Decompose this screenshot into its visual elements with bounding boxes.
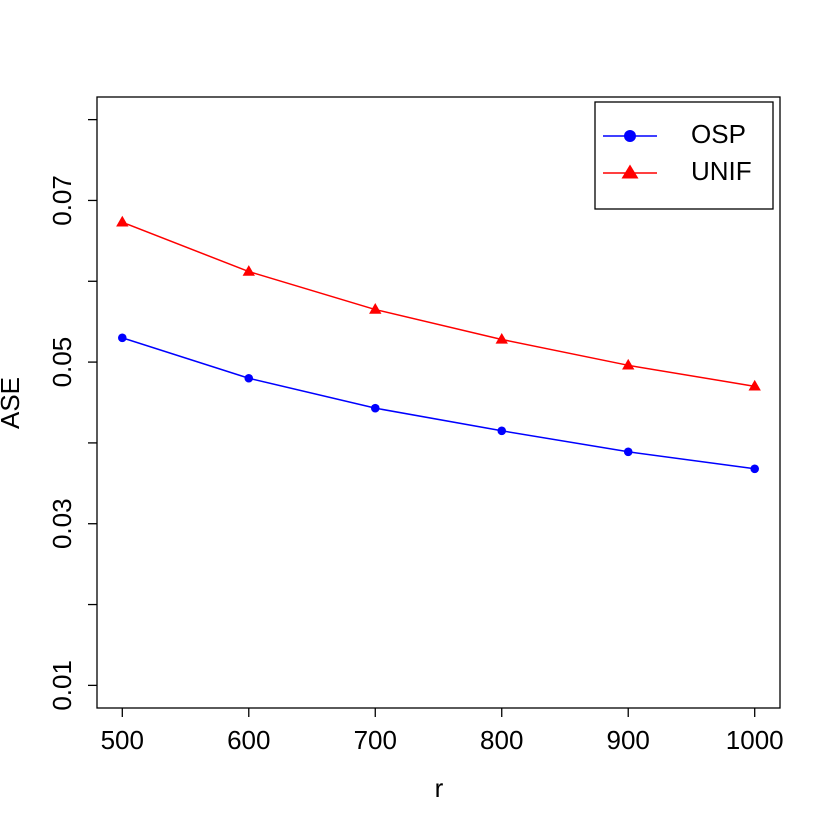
x-tick-label: 600 xyxy=(227,725,270,755)
point xyxy=(748,379,761,391)
x-tick-label: 900 xyxy=(607,725,650,755)
y-tick-label: 0.05 xyxy=(47,337,77,388)
point xyxy=(497,426,507,436)
series-line xyxy=(122,337,755,470)
y-tick-label: 0.03 xyxy=(47,498,77,549)
legend-marker xyxy=(621,164,639,179)
x-tick-label: 700 xyxy=(354,725,397,755)
legend-marker xyxy=(624,130,636,142)
legend-box xyxy=(594,101,774,210)
point xyxy=(750,464,760,474)
point xyxy=(242,265,255,276)
point xyxy=(369,303,382,314)
point xyxy=(370,403,380,413)
legend-label: OSP xyxy=(691,119,746,149)
point xyxy=(116,215,129,227)
x-tick-label: 1000 xyxy=(726,725,784,755)
x-tick-label: 500 xyxy=(101,725,144,755)
point xyxy=(495,332,508,344)
point xyxy=(117,333,127,343)
point xyxy=(622,358,635,370)
y-axis-label: ASE xyxy=(0,377,25,429)
y-tick-label: 0.01 xyxy=(47,660,77,711)
legend-label: UNIF xyxy=(691,156,752,186)
point xyxy=(623,447,633,457)
point xyxy=(244,373,254,383)
y-tick-label: 0.07 xyxy=(47,175,77,226)
x-tick-label: 800 xyxy=(480,725,523,755)
x-axis-label: r xyxy=(435,773,444,803)
series-line xyxy=(122,221,755,388)
plot-frame xyxy=(96,96,781,709)
